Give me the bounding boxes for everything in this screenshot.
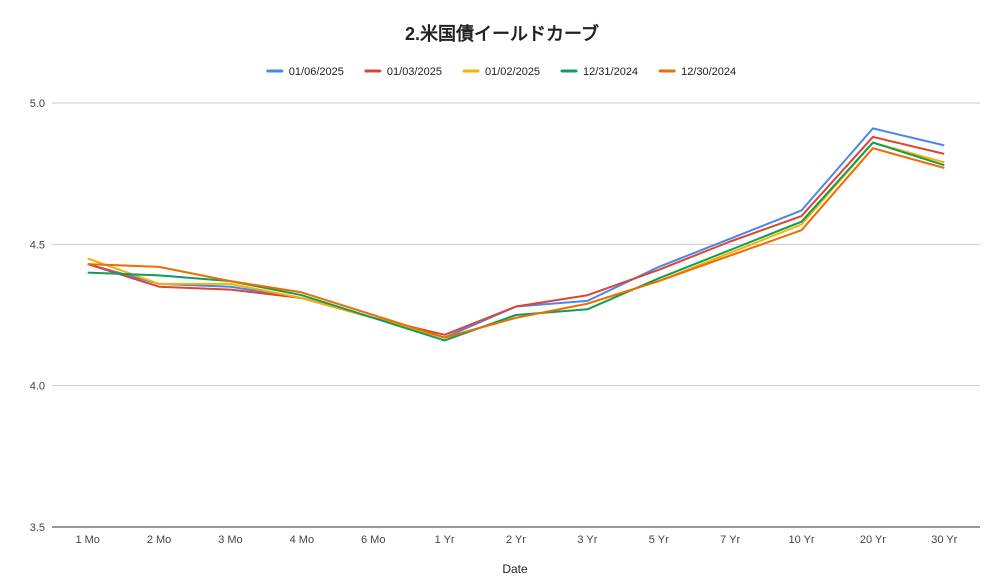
legend-item[interactable]: 12/30/2024 bbox=[658, 66, 736, 78]
x-tick-label: 30 Yr bbox=[931, 534, 957, 546]
series-line bbox=[87, 141, 945, 342]
series-lines bbox=[87, 127, 945, 342]
x-tick-label: 3 Yr bbox=[577, 534, 597, 546]
x-tick-label: 1 Mo bbox=[75, 534, 99, 546]
legend-label: 12/31/2024 bbox=[583, 66, 638, 78]
x-tick-label: 5 Yr bbox=[649, 534, 669, 546]
y-tick-label: 4.0 bbox=[30, 381, 45, 393]
legend-item[interactable]: 12/31/2024 bbox=[560, 66, 638, 78]
y-axis: 3.5 4.0 4.5 5.0 bbox=[30, 98, 45, 534]
legend-label: 01/02/2025 bbox=[485, 66, 540, 78]
y-tick-label: 4.5 bbox=[30, 239, 45, 251]
legend-item[interactable]: 01/03/2025 bbox=[364, 66, 442, 78]
x-tick-label: 6 Mo bbox=[361, 534, 385, 546]
legend: 01/06/2025 01/03/2025 01/02/2025 12/31/2024… bbox=[266, 66, 736, 78]
x-tick-label: 2 Yr bbox=[506, 534, 526, 546]
y-tick-label: 5.0 bbox=[30, 98, 45, 110]
chart-title: 2.米国債イールドカーブ bbox=[405, 23, 599, 44]
legend-item[interactable]: 01/06/2025 bbox=[266, 66, 344, 78]
gridlines bbox=[52, 102, 980, 528]
series-line bbox=[87, 135, 945, 336]
x-tick-label: 4 Mo bbox=[290, 534, 314, 546]
x-tick-label: 2 Mo bbox=[147, 534, 171, 546]
legend-label: 12/30/2024 bbox=[681, 66, 736, 78]
series-line bbox=[87, 141, 945, 339]
x-tick-label: 20 Yr bbox=[860, 534, 886, 546]
x-tick-label: 10 Yr bbox=[788, 534, 814, 546]
legend-label: 01/03/2025 bbox=[387, 66, 442, 78]
series-line bbox=[87, 147, 945, 339]
x-tick-label: 3 Mo bbox=[218, 534, 242, 546]
x-tick-label: 1 Yr bbox=[435, 534, 455, 546]
y-tick-label: 3.5 bbox=[30, 522, 45, 534]
x-axis-label: Date bbox=[502, 562, 528, 576]
x-axis: 1 Mo 2 Mo 3 Mo 4 Mo 6 Mo 1 Yr 2 Yr 3 Yr 5 Yr 7 Yr… bbox=[75, 534, 957, 546]
legend-label: 01/06/2025 bbox=[289, 66, 344, 78]
x-tick-label: 7 Yr bbox=[720, 534, 740, 546]
legend-item[interactable]: 01/02/2025 bbox=[462, 66, 540, 78]
